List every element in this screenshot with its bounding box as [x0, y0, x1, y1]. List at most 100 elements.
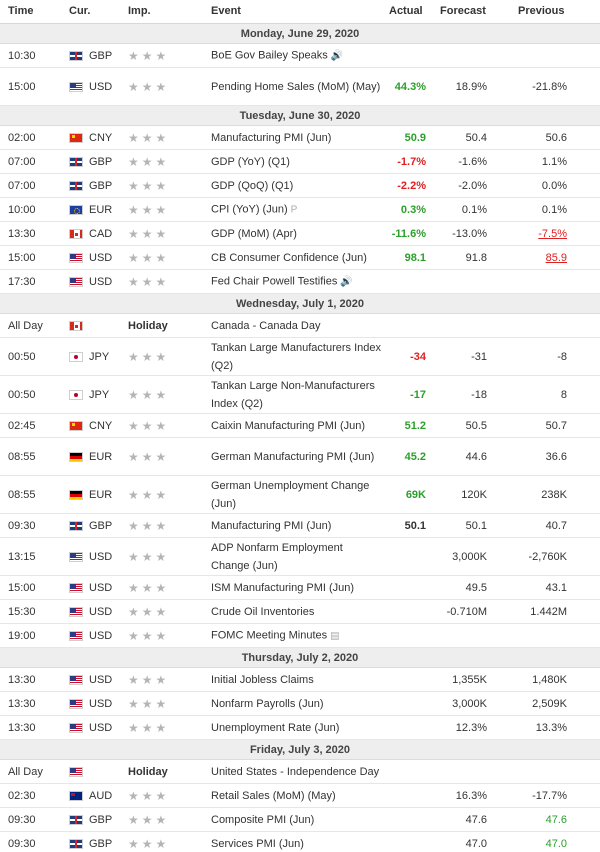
header-time[interactable]: Time — [8, 5, 34, 17]
event-name-text[interactable]: United States - Independence Day — [211, 765, 380, 778]
flag-shape — [69, 276, 83, 287]
event-name-text[interactable]: GDP (QoQ) (Q1) — [211, 179, 294, 192]
event-name[interactable]: Unemployment Rate (Jun) — [211, 719, 381, 737]
currency-code: GBP — [89, 49, 113, 62]
event-row[interactable]: 17:30 USD ★★★ Fed Chair Powell Testifies 🔊 — [0, 270, 600, 294]
event-name-text[interactable]: CB Consumer Confidence (Jun) — [211, 251, 367, 264]
flag-shape — [69, 722, 83, 733]
event-row[interactable]: 10:30 GBP ★★★ BoE Gov Bailey Speaks 🔊 — [0, 44, 600, 68]
event-name[interactable]: Nonfarm Payrolls (Jun) — [211, 695, 381, 713]
importance-stars-icon: ★★★ — [128, 788, 170, 803]
event-name-text[interactable]: GDP (YoY) (Q1) — [211, 155, 290, 168]
event-row[interactable]: 13:30 USD ★★★ Initial Jobless Claims 1,355K 1… — [0, 668, 600, 692]
event-name-text[interactable]: Composite PMI (Jun) — [211, 813, 315, 826]
event-row[interactable]: 13:15 USD ★★★ ADP Nonfarm Employment Change… — [0, 538, 600, 576]
event-name-text[interactable]: Tankan Large Manufacturers Index (Q2) — [211, 341, 381, 372]
event-name[interactable]: German Manufacturing PMI (Jun) — [211, 448, 381, 466]
event-name-text[interactable]: Nonfarm Payrolls (Jun) — [211, 697, 324, 710]
event-name[interactable]: Pending Home Sales (MoM) (May) — [211, 78, 381, 96]
event-row[interactable]: 02:30 AUD ★★★ Retail Sales (MoM) (May) 16.3%… — [0, 784, 600, 808]
event-name[interactable]: ISM Manufacturing PMI (Jun) — [211, 579, 381, 597]
event-name-text[interactable]: Fed Chair Powell Testifies — [211, 275, 338, 287]
event-name[interactable]: Services PMI (Jun) — [211, 835, 381, 852]
event-row[interactable]: 13:30 USD ★★★ Nonfarm Payrolls (Jun) 3,000K 2… — [0, 692, 600, 716]
event-name[interactable]: Composite PMI (Jun) — [211, 811, 381, 829]
event-name-text[interactable]: Initial Jobless Claims — [211, 673, 314, 686]
event-name[interactable]: Initial Jobless Claims — [211, 671, 381, 689]
event-name[interactable]: Caixin Manufacturing PMI (Jun) — [211, 417, 381, 435]
currency-code: GBP — [89, 813, 113, 826]
event-row[interactable]: 15:00 USD ★★★ Pending Home Sales (MoM) (May… — [0, 68, 600, 106]
event-name[interactable]: FOMC Meeting Minutes ▤ — [211, 626, 381, 645]
event-name-text[interactable]: German Unemployment Change (Jun) — [211, 479, 370, 510]
event-name-text[interactable]: BoE Gov Bailey Speaks — [211, 49, 328, 61]
event-row[interactable]: 00:50 JPY ★★★ Tankan Large Non-Manufacturer… — [0, 376, 600, 414]
event-row[interactable]: 02:00 CNY ★★★ Manufacturing PMI (Jun) 50.9 50… — [0, 126, 600, 150]
event-name[interactable]: Tankan Large Non-Manufacturers Index (Q2… — [211, 377, 381, 413]
event-row[interactable]: 15:00 USD ★★★ CB Consumer Confidence (Jun) 9… — [0, 246, 600, 270]
event-row[interactable]: All Day Holiday United States - Independen… — [0, 760, 600, 784]
event-name[interactable]: Fed Chair Powell Testifies 🔊 — [211, 272, 381, 291]
event-name-text[interactable]: Tankan Large Non-Manufacturers Index (Q2… — [211, 379, 375, 410]
event-name[interactable]: Canada - Canada Day — [211, 317, 381, 335]
event-name[interactable]: CB Consumer Confidence (Jun) — [211, 249, 381, 267]
event-name[interactable]: Tankan Large Manufacturers Index (Q2) — [211, 339, 381, 375]
header-actual[interactable]: Actual — [389, 5, 423, 17]
event-name-text[interactable]: Manufacturing PMI (Jun) — [211, 131, 332, 144]
event-row[interactable]: 09:30 GBP ★★★ Services PMI (Jun) 47.0 47.0 — [0, 832, 600, 852]
header-previous[interactable]: Previous — [518, 5, 565, 17]
event-row[interactable]: 07:00 GBP ★★★ GDP (QoQ) (Q1) -2.2% -2.0% 0.0% — [0, 174, 600, 198]
event-name-text[interactable]: ADP Nonfarm Employment Change (Jun) — [211, 541, 343, 572]
event-name[interactable]: Manufacturing PMI (Jun) — [211, 517, 381, 535]
header-currency[interactable]: Cur. — [69, 5, 91, 17]
event-row[interactable]: All Day Holiday Canada - Canada Day — [0, 314, 600, 338]
event-name[interactable]: Crude Oil Inventories — [211, 603, 381, 621]
event-name-text[interactable]: Pending Home Sales (MoM) (May) — [211, 80, 381, 93]
event-row[interactable]: 19:00 USD ★★★ FOMC Meeting Minutes ▤ — [0, 624, 600, 648]
event-row[interactable]: 13:30 CAD ★★★ GDP (MoM) (Apr) -11.6% -13.0% -7… — [0, 222, 600, 246]
importance-stars-icon: ★★★ — [128, 549, 170, 564]
event-row[interactable]: 09:30 GBP ★★★ Manufacturing PMI (Jun) 50.1 50… — [0, 514, 600, 538]
event-row[interactable]: 15:00 USD ★★★ ISM Manufacturing PMI (Jun) 49… — [0, 576, 600, 600]
event-row[interactable]: 15:30 USD ★★★ Crude Oil Inventories -0.710M 1… — [0, 600, 600, 624]
event-name[interactable]: United States - Independence Day — [211, 763, 381, 781]
header-event[interactable]: Event — [211, 5, 241, 17]
importance-stars-icon: ★★★ — [128, 250, 170, 265]
forecast-value: 44.6 — [465, 450, 487, 463]
event-name-text[interactable]: GDP (MoM) (Apr) — [211, 227, 297, 240]
event-name[interactable]: BoE Gov Bailey Speaks 🔊 — [211, 46, 381, 65]
event-row[interactable]: 08:55 EUR ★★★ German Unemployment Change (J… — [0, 476, 600, 514]
event-name-text[interactable]: Services PMI (Jun) — [211, 837, 304, 850]
event-name-text[interactable]: CPI (YoY) (Jun) — [211, 203, 288, 215]
event-name[interactable]: German Unemployment Change (Jun) — [211, 477, 381, 513]
event-row[interactable]: 07:00 GBP ★★★ GDP (YoY) (Q1) -1.7% -1.6% 1.1% — [0, 150, 600, 174]
event-row[interactable]: 02:45 CNY ★★★ Caixin Manufacturing PMI (Jun… — [0, 414, 600, 438]
event-name[interactable]: Retail Sales (MoM) (May) — [211, 787, 381, 805]
event-row[interactable]: 00:50 JPY ★★★ Tankan Large Manufacturers In… — [0, 338, 600, 376]
event-name-text[interactable]: FOMC Meeting Minutes — [211, 629, 328, 641]
event-name[interactable]: CPI (YoY) (Jun) P — [211, 200, 381, 219]
event-name-text[interactable]: Caixin Manufacturing PMI (Jun) — [211, 419, 366, 432]
event-name[interactable]: GDP (QoQ) (Q1) — [211, 177, 381, 195]
event-name-text[interactable]: Retail Sales (MoM) (May) — [211, 789, 336, 802]
flag-shape — [69, 204, 83, 215]
event-name-text[interactable]: ISM Manufacturing PMI (Jun) — [211, 581, 355, 594]
header-importance[interactable]: Imp. — [128, 5, 151, 17]
event-name[interactable]: Manufacturing PMI (Jun) — [211, 129, 381, 147]
event-row[interactable]: 13:30 USD ★★★ Unemployment Rate (Jun) 12.3% 1… — [0, 716, 600, 740]
event-name[interactable]: GDP (YoY) (Q1) — [211, 153, 381, 171]
event-row[interactable]: 08:55 EUR ★★★ German Manufacturing PMI (Jun… — [0, 438, 600, 476]
event-name-text[interactable]: Unemployment Rate (Jun) — [211, 721, 340, 734]
flag-shape — [69, 582, 83, 593]
event-name[interactable]: GDP (MoM) (Apr) — [211, 225, 381, 243]
importance-stars-icon: ★★★ — [128, 387, 170, 402]
currency-code: JPY — [89, 350, 110, 363]
event-name[interactable]: ADP Nonfarm Employment Change (Jun) — [211, 539, 381, 575]
event-name-text[interactable]: Canada - Canada Day — [211, 319, 321, 332]
event-row[interactable]: 10:00 EUR ★★★ CPI (YoY) (Jun) P 0.3% 0.1% 0.1% — [0, 198, 600, 222]
event-name-text[interactable]: German Manufacturing PMI (Jun) — [211, 450, 375, 463]
event-name-text[interactable]: Crude Oil Inventories — [211, 605, 315, 618]
header-forecast[interactable]: Forecast — [440, 5, 486, 17]
event-row[interactable]: 09:30 GBP ★★★ Composite PMI (Jun) 47.6 47.6 — [0, 808, 600, 832]
event-name-text[interactable]: Manufacturing PMI (Jun) — [211, 519, 332, 532]
